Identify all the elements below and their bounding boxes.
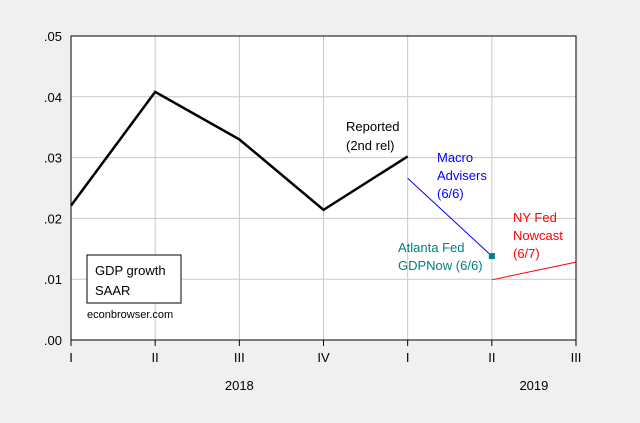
y-tick-label: .00 xyxy=(44,333,62,348)
y-tick-label: .01 xyxy=(44,272,62,287)
x-tick-label: IV xyxy=(317,350,330,365)
label-macro-line-3: (6/6) xyxy=(437,186,464,201)
label-macro-line-1: Macro xyxy=(437,150,473,165)
legend-box: GDP growth SAAR xyxy=(86,254,182,304)
year-label: 2019 xyxy=(519,378,548,393)
x-tick-label: II xyxy=(152,350,159,365)
label-nyfed-line-3: (6/7) xyxy=(513,246,540,261)
series-atlanta-fed-gdpnow-6-6-marker xyxy=(488,253,495,260)
label-ny-fed: NY Fed Nowcast (6/7) xyxy=(513,210,563,261)
y-tick-label: .05 xyxy=(44,29,62,44)
y-tick-label: .04 xyxy=(44,90,62,105)
label-reported-line-1: Reported xyxy=(346,119,399,134)
source-annotation: econbrowser.com xyxy=(87,309,173,321)
series-reported-2nd-rel-line xyxy=(69,90,409,212)
series xyxy=(69,90,577,281)
x-tick-label: I xyxy=(69,350,73,365)
label-macro-advisers: Macro Advisers (6/6) xyxy=(437,150,487,201)
series-ny-fed-nowcast-6-7-line xyxy=(491,261,577,281)
label-atlanta-fed: Atlanta Fed GDPNow (6/6) xyxy=(398,240,483,273)
label-nyfed-line-2: Nowcast xyxy=(513,228,563,243)
x-tick-label: I xyxy=(406,350,410,365)
label-macro-line-2: Advisers xyxy=(437,168,487,183)
label-reported: Reported (2nd rel) xyxy=(346,119,399,153)
x-tick-label: III xyxy=(571,350,582,365)
x-tick-label: III xyxy=(234,350,245,365)
series-macro-advisers-6-6-line xyxy=(407,177,493,257)
legend-line-1: GDP growth xyxy=(95,263,166,278)
y-tick-label: .02 xyxy=(44,211,62,226)
label-reported-line-2: (2nd rel) xyxy=(346,138,394,153)
plot-frame xyxy=(70,35,577,341)
y-axis: .00 .01 .02 .03 .04 .05 xyxy=(44,29,62,348)
label-nyfed-line-1: NY Fed xyxy=(513,210,557,225)
label-atlanta-line-2: GDPNow (6/6) xyxy=(398,258,483,273)
year-label: 2018 xyxy=(225,378,254,393)
label-atlanta-line-1: Atlanta Fed xyxy=(398,240,465,255)
x-tick-label: II xyxy=(488,350,495,365)
y-tick-label: .03 xyxy=(44,151,62,166)
legend-line-2: SAAR xyxy=(95,283,130,298)
